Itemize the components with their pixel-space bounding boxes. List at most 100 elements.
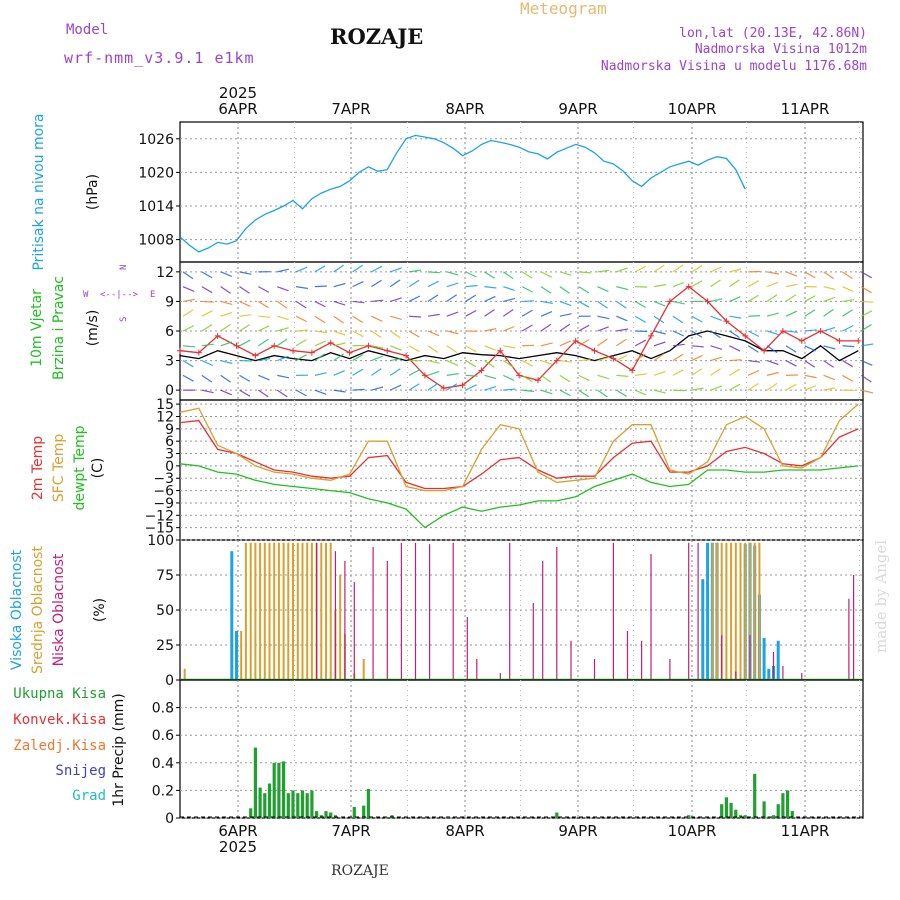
- wind-arrow: [842, 286, 854, 292]
- wind-arrow: [540, 374, 552, 383]
- model-elevation-label: Nadmorska Visina u modelu 1176.68m: [601, 59, 867, 74]
- cloud-high-bar: [767, 668, 771, 680]
- wind-gust-marker: [685, 283, 692, 290]
- wind-arrow: [842, 345, 855, 348]
- wind-arrow: [597, 326, 609, 332]
- wind-gust-marker: [742, 332, 749, 339]
- precip-legend-conv: Konvek.Kisa: [13, 712, 106, 728]
- model-label: Model: [66, 22, 108, 38]
- wind-arrow: [559, 313, 572, 317]
- precip-bar: [352, 807, 356, 818]
- bottom-day-label: 7APR: [331, 822, 370, 840]
- wind-arrow: [653, 370, 666, 376]
- wind-arrow: [427, 280, 439, 288]
- wind-arrow: [540, 323, 552, 332]
- cloud-low-bar: [542, 561, 544, 680]
- precip-bar: [249, 808, 253, 818]
- wind-arrow: [672, 343, 685, 347]
- wind-arrow: [484, 386, 497, 391]
- wind-arrow: [616, 286, 629, 291]
- precip-bar: [258, 787, 262, 818]
- wind-arrow: [295, 286, 308, 290]
- wind-arrow: [182, 271, 194, 280]
- wind-arrow: [333, 370, 346, 376]
- wind-arrow: [277, 374, 290, 379]
- bottom-day-label: 6APR: [218, 822, 257, 840]
- wind-gust-marker: [629, 367, 636, 374]
- wind-arrow: [465, 360, 477, 368]
- y-tick-label: 25: [156, 638, 174, 654]
- temperature-panel: 2m Temp SFC Temp dewpt Temp (C) 15129630…: [30, 397, 864, 541]
- cloud-mid-bar: [310, 542, 313, 680]
- wind-arrow: [691, 265, 703, 273]
- wind-arrow: [182, 309, 194, 317]
- precip-bar: [720, 804, 724, 818]
- y-tick-label: 9: [165, 422, 174, 438]
- wind-arrow: [503, 388, 516, 391]
- precip-legend-ice: Zaledj.Kisa: [13, 738, 106, 754]
- wind-arrow: [710, 356, 723, 362]
- wind-gust-marker: [553, 357, 560, 364]
- wind-arrow: [710, 266, 722, 273]
- wind-arrow: [842, 325, 854, 332]
- y-tick-label: 12: [156, 265, 174, 281]
- wind-arrow: [672, 281, 685, 288]
- wind-arrow: [747, 280, 759, 288]
- precip-bar: [315, 811, 319, 818]
- wind-arrow: [597, 374, 610, 380]
- wind-arrow: [295, 389, 307, 397]
- wind-arrow: [389, 368, 401, 376]
- cloud-panel: Visoka Oblacnost Srednja Oblacnost Niska…: [9, 533, 864, 689]
- wind-arrow: [634, 315, 646, 323]
- wind-gust-marker: [308, 349, 315, 356]
- precip-bar: [324, 811, 328, 818]
- cloud-low-bar: [782, 666, 784, 680]
- pressure-unit: (hPa): [85, 174, 101, 210]
- wind-gust-marker: [346, 349, 353, 356]
- wind-arrow: [446, 383, 458, 391]
- wind-arrow: [220, 374, 231, 383]
- cloud-mid-bar: [739, 542, 742, 680]
- precip-ylabel: 1hr Precip (mm): [111, 693, 127, 806]
- wind-arrow: [427, 294, 439, 302]
- cloud-low-bar: [344, 561, 346, 680]
- wind-arrow: [371, 355, 383, 362]
- wind-arrow: [804, 295, 816, 302]
- wind-arrow: [239, 389, 251, 397]
- wind-arrow: [446, 373, 459, 376]
- wind-arrow: [503, 325, 515, 332]
- wind-arrow: [804, 309, 816, 317]
- cloud-low-bar: [499, 673, 501, 680]
- wind-arrow: [785, 283, 798, 288]
- wind-arrow: [860, 323, 872, 332]
- wind-gust-marker: [723, 318, 730, 325]
- wind-arrow: [540, 271, 553, 278]
- wind-arrow: [597, 300, 608, 309]
- wind-arrow: [201, 324, 213, 332]
- cloud-low-bar: [452, 542, 454, 680]
- cloud-low-bar: [749, 635, 751, 680]
- wind-arrow: [653, 353, 665, 362]
- wind-arrow: [314, 265, 326, 273]
- model-name: wrf-nmm_v3.9.1 e1km: [64, 49, 255, 67]
- wind-arrow: [521, 374, 533, 383]
- wind-gust-marker: [855, 337, 862, 344]
- wind-arrow: [389, 330, 401, 339]
- wind-arrow: [521, 286, 534, 293]
- panel-frame: [179, 399, 864, 541]
- precip-bar: [687, 815, 691, 818]
- cloud-mid-bar: [254, 542, 257, 680]
- wind-arrow: [860, 286, 872, 294]
- wind-arrow: [390, 297, 402, 303]
- cloud-low-bar: [593, 659, 596, 680]
- wind-arrow: [390, 267, 402, 273]
- wind-arrow: [446, 294, 458, 302]
- wind-arrow: [333, 300, 346, 306]
- wind-arrow: [446, 311, 459, 317]
- cloud-mid-bar: [753, 542, 756, 680]
- wind-arrow: [616, 300, 627, 309]
- wind-arrow: [634, 353, 646, 362]
- precip-bar: [282, 761, 286, 818]
- cloud-mid-bar: [758, 542, 761, 680]
- top-year-label: 2025: [219, 84, 257, 102]
